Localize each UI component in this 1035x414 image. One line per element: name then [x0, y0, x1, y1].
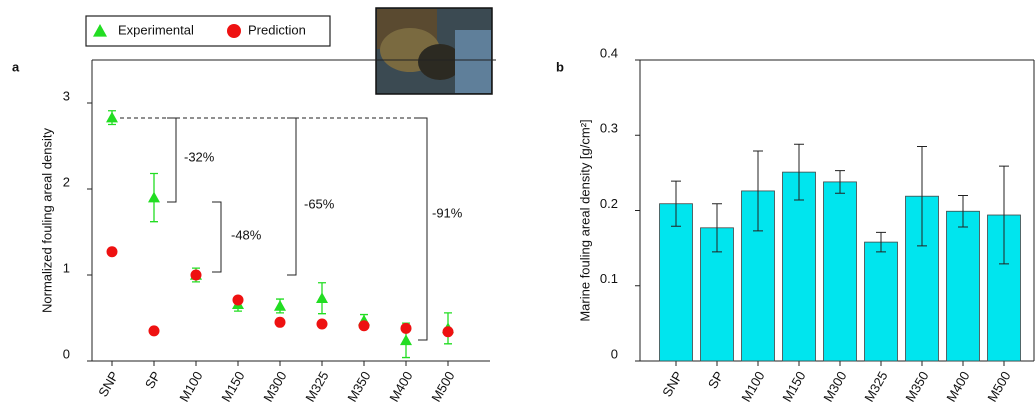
x-tick-label: M500	[984, 369, 1013, 405]
bar	[865, 242, 898, 361]
point	[275, 317, 286, 328]
bracket	[167, 118, 176, 202]
x-tick-label: SP	[142, 369, 164, 392]
x-tick-label: M300	[820, 369, 849, 405]
legend-marker	[227, 24, 241, 38]
x-tick-label: M350	[902, 369, 931, 405]
annotation: -32%	[184, 149, 215, 164]
point	[359, 320, 370, 331]
point	[106, 112, 118, 123]
x-tick-label: SNP	[659, 369, 685, 400]
bar	[660, 204, 693, 361]
annotation: -65%	[304, 196, 335, 211]
point	[233, 294, 244, 305]
point	[401, 323, 412, 334]
bracket	[212, 202, 221, 272]
point	[443, 326, 454, 337]
point	[149, 325, 160, 336]
legend-label: Experimental	[118, 22, 194, 37]
y-tick-label: 3	[63, 88, 70, 103]
x-tick-label: SNP	[95, 369, 121, 400]
x-tick-label: M400	[943, 369, 972, 405]
y-tick-label: 0.3	[600, 121, 618, 136]
bar	[824, 182, 857, 361]
point	[274, 300, 286, 311]
x-tick-label: M325	[861, 369, 890, 405]
annotation: -48%	[231, 227, 262, 242]
bracket	[418, 118, 427, 340]
x-tick-label: M325	[302, 369, 331, 405]
x-tick-label: M100	[176, 369, 205, 405]
panel-label: a	[12, 59, 20, 74]
x-tick-label: M100	[738, 369, 767, 405]
x-tick-label: M150	[218, 369, 247, 405]
y-tick-label: 0.1	[600, 271, 618, 286]
y-tick-label: 0.2	[600, 196, 618, 211]
point	[107, 246, 118, 257]
inset-photo	[376, 8, 492, 94]
y-axis-label: Normalized fouling areal density	[39, 128, 54, 313]
point	[317, 319, 328, 330]
y-axis-label: Marine fouling areal density [g/cm²]	[577, 119, 592, 321]
x-tick-label: M300	[260, 369, 289, 405]
y-tick-label: 1	[63, 260, 70, 275]
y-tick-label: 0	[63, 346, 70, 361]
x-tick-label: M400	[386, 369, 415, 405]
x-tick-label: M150	[779, 369, 808, 405]
x-tick-label: M500	[428, 369, 457, 405]
point	[400, 334, 412, 345]
legend-label: Prediction	[248, 22, 306, 37]
y-tick-label: 0	[611, 346, 618, 361]
point	[316, 292, 328, 303]
y-tick-label: 2	[63, 174, 70, 189]
bar	[947, 211, 980, 361]
point	[148, 192, 160, 203]
point	[191, 270, 202, 281]
chart: a Normalized fouling areal density 0 1 2 3 SNP…	[0, 0, 1035, 414]
panel-label: b	[556, 59, 564, 74]
bracket	[287, 118, 296, 275]
annotation: -91%	[432, 205, 463, 220]
x-tick-label: M350	[344, 369, 373, 405]
x-tick-label: SP	[705, 369, 727, 392]
y-tick-label: 0.4	[600, 45, 618, 60]
